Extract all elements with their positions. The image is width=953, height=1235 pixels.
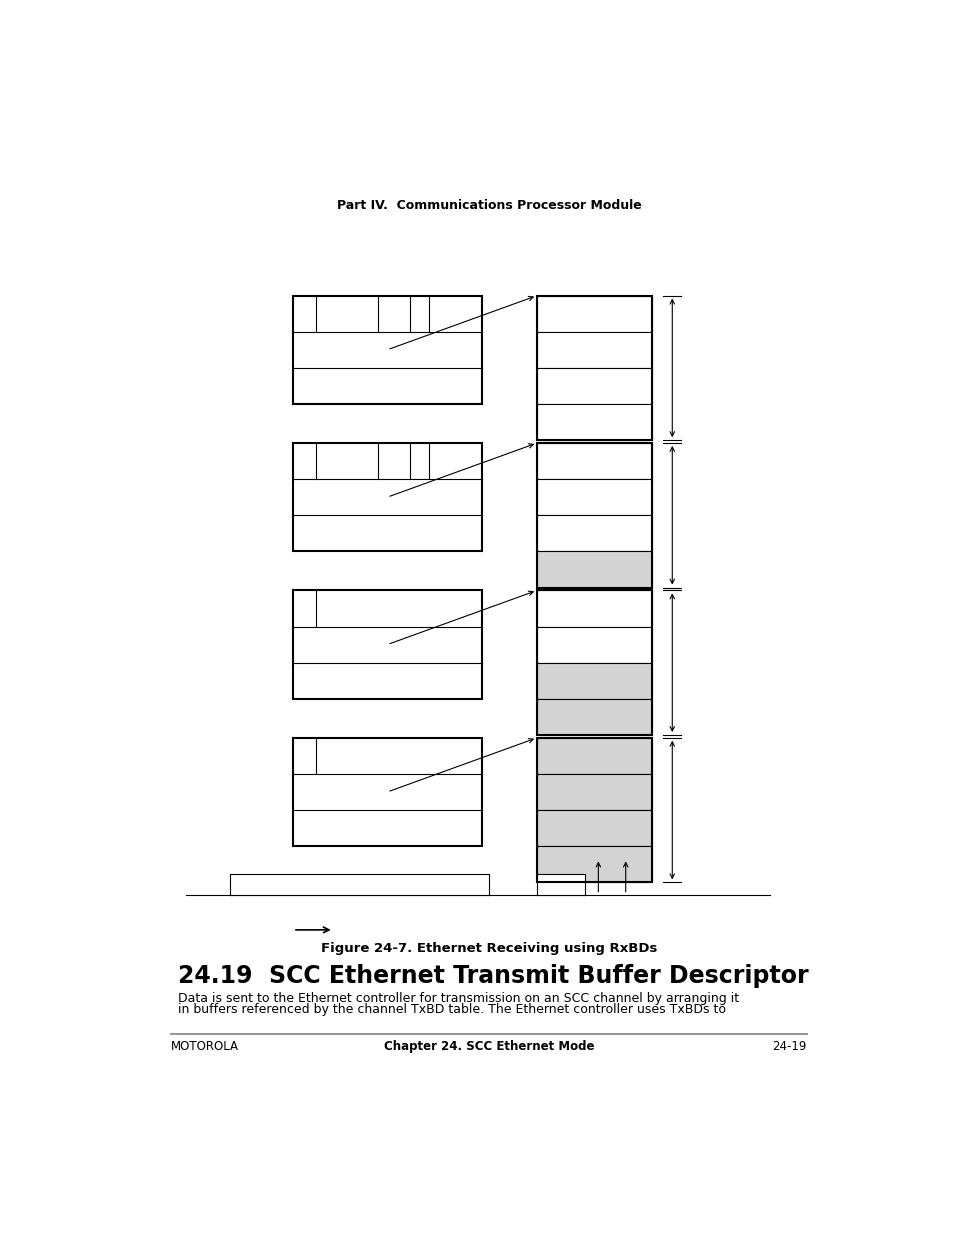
Bar: [537, 737, 651, 882]
Text: Data is sent to the Ethernet controller for transmission on an SCC channel by ar: Data is sent to the Ethernet controller …: [178, 992, 739, 1005]
Bar: [537, 295, 651, 440]
Text: 24-19: 24-19: [772, 1040, 806, 1053]
Bar: [537, 590, 651, 626]
Bar: [293, 737, 481, 846]
Bar: [537, 551, 651, 588]
Bar: [537, 295, 651, 332]
Text: Figure 24-7. Ethernet Receiving using RxBDs: Figure 24-7. Ethernet Receiving using Rx…: [320, 942, 657, 956]
Bar: [537, 699, 651, 735]
Bar: [537, 590, 651, 735]
Bar: [537, 874, 584, 894]
Bar: [293, 590, 481, 699]
Bar: [537, 626, 651, 663]
Bar: [537, 404, 651, 440]
Bar: [537, 443, 651, 588]
Text: in buffers referenced by the channel TxBD table. The Ethernet controller uses Tx: in buffers referenced by the channel TxB…: [178, 1003, 725, 1016]
Bar: [537, 443, 651, 479]
Bar: [537, 515, 651, 551]
Text: 24.19  SCC Ethernet Transmit Buffer Descriptor: 24.19 SCC Ethernet Transmit Buffer Descr…: [178, 963, 808, 988]
Bar: [537, 368, 651, 404]
Bar: [537, 663, 651, 699]
Text: MOTOROLA: MOTOROLA: [171, 1040, 239, 1053]
Bar: [537, 846, 651, 882]
Bar: [537, 810, 651, 846]
Bar: [537, 737, 651, 774]
Bar: [537, 332, 651, 368]
Bar: [293, 295, 481, 404]
Text: Part IV.  Communications Processor Module: Part IV. Communications Processor Module: [336, 199, 640, 211]
Bar: [537, 774, 651, 810]
Bar: [230, 874, 488, 894]
Text: Chapter 24. SCC Ethernet Mode: Chapter 24. SCC Ethernet Mode: [383, 1040, 594, 1053]
Bar: [293, 443, 481, 551]
Bar: [537, 479, 651, 515]
